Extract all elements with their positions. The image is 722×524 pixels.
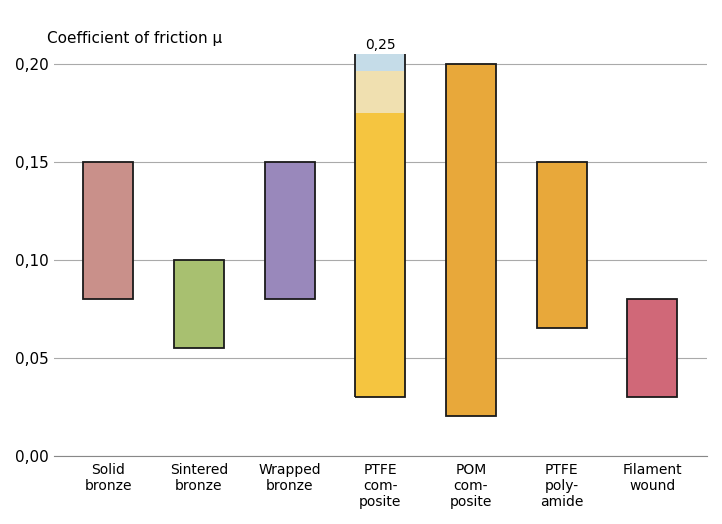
Bar — [627, 299, 677, 397]
Bar — [355, 113, 405, 397]
Bar — [174, 260, 224, 348]
Bar — [446, 63, 496, 417]
Bar — [355, 71, 405, 113]
Bar — [536, 161, 586, 328]
Bar — [265, 161, 315, 299]
Bar — [355, 0, 405, 397]
Bar — [355, 0, 405, 71]
Bar — [83, 161, 133, 299]
Text: 0,25: 0,25 — [365, 38, 396, 52]
Text: Coefficient of friction μ: Coefficient of friction μ — [47, 31, 222, 46]
